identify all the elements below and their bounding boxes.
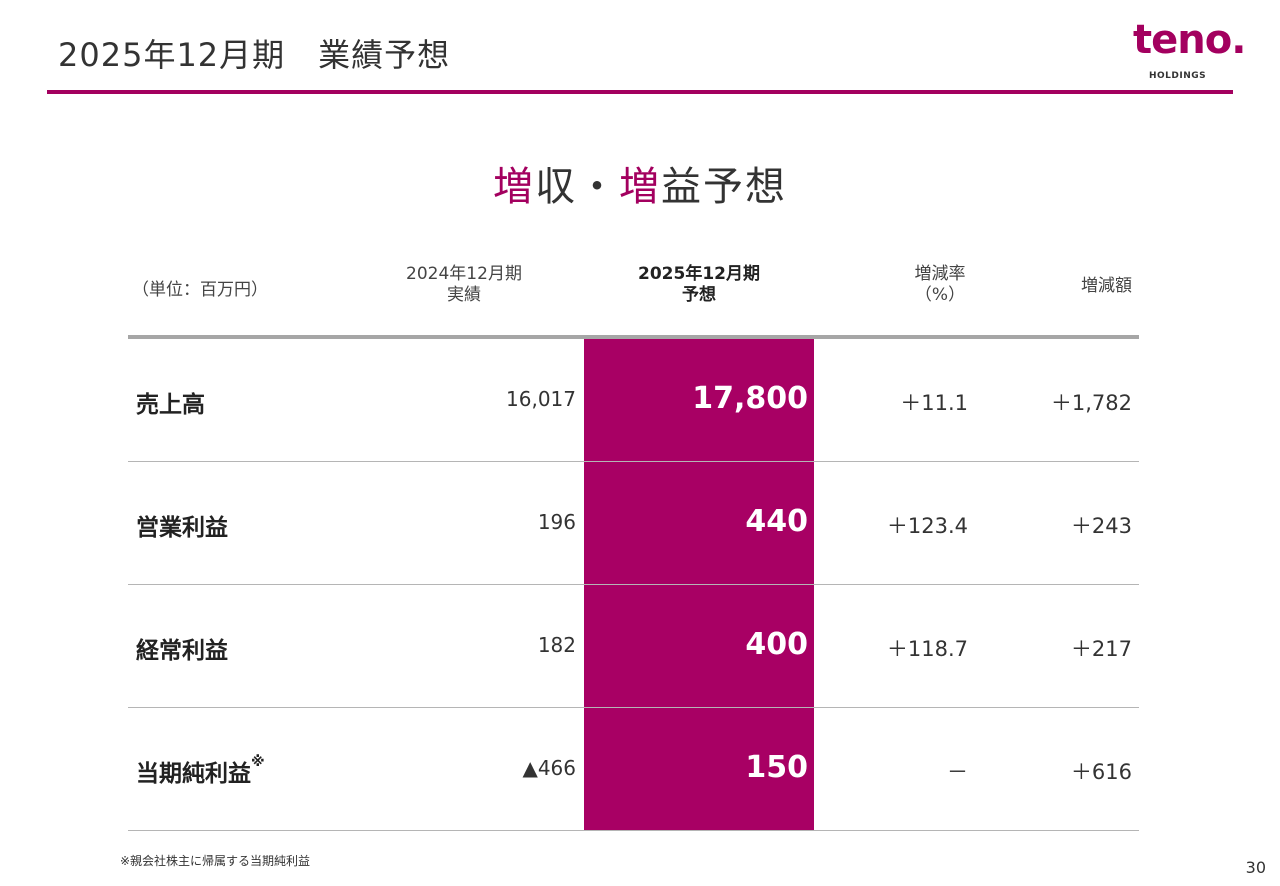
- header-fy2025: 2025年12月期 予想: [584, 264, 814, 306]
- cell-fy2024: ▲466: [522, 756, 576, 780]
- table-row-operating-profit: 営業利益 196 440 ＋123.4 ＋243: [128, 462, 1139, 585]
- header-fy2024-type: 実績: [447, 285, 481, 305]
- header-change-amount: 増減額: [1081, 276, 1132, 296]
- footnote: ※親会社株主に帰属する当期純利益: [120, 854, 311, 868]
- header-rule: [47, 90, 1233, 94]
- row-separator: [128, 584, 1139, 585]
- table-row-net-income: 当期純利益※ ▲466 150 － ＋616: [128, 708, 1139, 831]
- cell-change-amount: ＋217: [1070, 637, 1132, 661]
- row-label-text: 売上高: [136, 392, 205, 418]
- logo-wordmark: teno.: [1133, 17, 1246, 63]
- cell-change-rate: ＋11.1: [900, 391, 968, 415]
- page-number: 30: [1245, 858, 1266, 877]
- cell-change-amount: ＋1,782: [1050, 391, 1132, 415]
- row-label-text: 経常利益: [136, 638, 228, 664]
- header-change-rate: 増減率 （%）: [880, 264, 1000, 306]
- page-title: 2025年12月期 業績予想: [58, 36, 451, 74]
- cell-fy2024: 16,017: [506, 387, 576, 411]
- row-separator: [128, 707, 1139, 708]
- headline-accent-2: 増: [619, 164, 661, 210]
- headline-accent-1: 増: [493, 164, 535, 210]
- headline-text-2: 益予想: [661, 164, 787, 210]
- unit-label: （単位：百万円）: [132, 280, 268, 300]
- cell-change-rate: ＋118.7: [886, 637, 968, 661]
- cell-change-amount: ＋243: [1070, 514, 1132, 538]
- row-separator: [128, 830, 1139, 831]
- cell-fy2024: 182: [537, 633, 576, 657]
- header-change-rate-label: 増減率: [914, 264, 966, 284]
- header-fy2024-period: 2024年12月期: [406, 264, 522, 284]
- table-top-rule: [128, 335, 1139, 339]
- row-separator: [128, 461, 1139, 462]
- cell-change-amount: ＋616: [1070, 760, 1132, 784]
- cell-fy2025: 400: [745, 627, 808, 662]
- header-fy2025-period: 2025年12月期: [638, 264, 760, 284]
- headline-text-1: 収・: [535, 164, 619, 210]
- table-row-ordinary-profit: 経常利益 182 400 ＋118.7 ＋217: [128, 585, 1139, 708]
- row-label-text: 当期純利益: [136, 761, 251, 787]
- cell-fy2024: 196: [537, 510, 576, 534]
- headline: 増収・増益予想: [0, 154, 1280, 212]
- row-label: 売上高: [136, 385, 205, 419]
- row-label: 当期純利益※: [136, 754, 265, 788]
- logo-subtitle: HOLDINGS: [1149, 71, 1207, 81]
- header-fy2025-type: 予想: [682, 285, 716, 305]
- row-label-note: ※: [251, 754, 265, 770]
- row-label-text: 営業利益: [136, 515, 228, 541]
- header-fy2024: 2024年12月期 実績: [376, 264, 552, 306]
- cell-fy2025: 17,800: [692, 381, 808, 416]
- cell-change-rate: －: [947, 760, 968, 784]
- teno-holdings-logo: teno. HOLDINGS: [1133, 17, 1246, 83]
- cell-fy2025: 150: [745, 750, 808, 785]
- cell-change-rate: ＋123.4: [886, 514, 968, 538]
- row-label: 経常利益: [136, 631, 228, 665]
- cell-fy2025: 440: [745, 504, 808, 539]
- header-change-rate-unit: （%）: [914, 285, 966, 305]
- row-label: 営業利益: [136, 508, 228, 542]
- table-row-net-sales: 売上高 16,017 17,800 ＋11.1 ＋1,782: [128, 339, 1139, 462]
